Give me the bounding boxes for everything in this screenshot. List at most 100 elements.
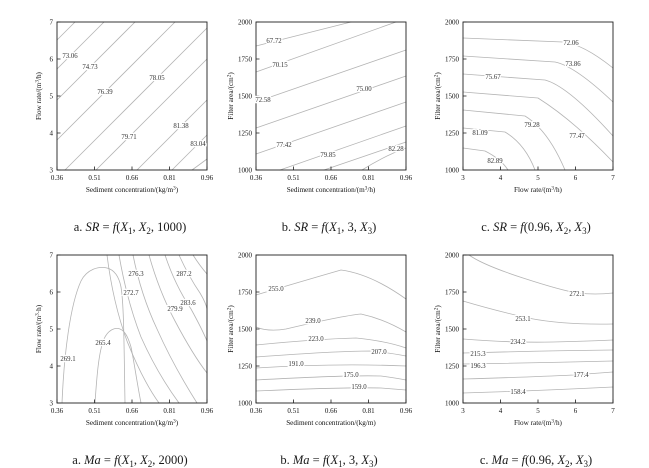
y-axis-label: Filter area/(cm2)	[227, 72, 236, 120]
contour-label: 72.06	[563, 40, 579, 47]
x-tick: 0.36	[250, 174, 263, 182]
caption-sr-b: b. SR = f(X1, 3, X3)	[281, 220, 377, 236]
contour-label: 272.7	[123, 290, 139, 297]
y-axis-label: Flow rate/(m3·h)	[35, 304, 44, 353]
y-tick: 1750	[238, 56, 253, 64]
contour-plot-ma-b: 0.36 0.51 0.66 0.81 0.96 1000 1250 1500 …	[227, 252, 413, 428]
plot-frame	[56, 21, 208, 171]
x-tick: 0.96	[201, 174, 214, 182]
contour-label: 75.00	[356, 86, 372, 93]
y-tick: 7	[50, 252, 54, 260]
contour-label: 74.73	[82, 64, 98, 71]
contour-label: 276.3	[128, 271, 144, 278]
x-tick: 5	[536, 174, 540, 182]
contour-plot-ma-a: 0.36 0.51 0.66 0.81 0.96 3 4 5 6 7 Sedim…	[35, 252, 214, 428]
y-tick: 1000	[445, 167, 460, 175]
y-tick: 2000	[238, 252, 253, 260]
contour-lines	[61, 254, 208, 404]
x-tick: 0.66	[126, 174, 139, 182]
y-tick: 1750	[445, 56, 460, 64]
contour-label: 196.3	[470, 363, 486, 370]
x-axis-label: Sediment concentration/(kg/m3)	[86, 419, 179, 428]
y-tick: 4	[50, 363, 54, 371]
contour-labels: 255.0 239.0 223.0 207.0 191.0 175.0 159.…	[267, 285, 388, 393]
x-tick: 0.81	[362, 407, 375, 415]
contour-label: 269.1	[60, 356, 75, 363]
contour-lines	[462, 254, 614, 394]
y-axis-label: Filter area/(cm2)	[434, 72, 443, 120]
y-tick: 4	[50, 130, 54, 138]
contour-label: 234.2	[510, 339, 526, 346]
contour-labels: 272.1 253.1 234.2 215.3 196.3 177.4 158.…	[469, 290, 590, 398]
contour-label: 77.42	[276, 142, 292, 149]
x-axis-label: Flow rate/(m3/h)	[514, 419, 563, 428]
y-tick: 2000	[238, 19, 253, 27]
contour-label: 67.72	[266, 38, 282, 45]
caption-ma-b: b. Ma = f(X1, 3, X3)	[280, 453, 378, 468]
contour-label: 83.04	[190, 141, 206, 148]
x-tick: 4	[499, 407, 503, 415]
contour-label: 79.85	[320, 152, 336, 159]
x-tick: 0.96	[400, 407, 413, 415]
y-tick: 3	[50, 167, 54, 175]
x-tick: 0.81	[163, 407, 176, 415]
caption-sr-a: a. SR = f(X1, X2, 1000)	[73, 220, 187, 236]
caption-sr-c: c. SR = f(0.96, X2, X3)	[481, 220, 591, 236]
y-tick: 1500	[445, 326, 460, 334]
x-tick: 0.36	[51, 174, 64, 182]
y-tick: 2000	[445, 252, 460, 260]
axis-ticks	[56, 254, 208, 404]
contour-label: 75.67	[485, 74, 501, 81]
contour-label: 81.38	[173, 123, 189, 130]
contour-label: 287.2	[176, 271, 192, 278]
y-tick: 7	[50, 19, 54, 27]
x-tick: 3	[461, 407, 465, 415]
contour-plot-sr-b: 0.36 0.51 0.66 0.81 0.96 1000 1250 1500 …	[227, 19, 413, 195]
contour-label: 79.71	[121, 134, 136, 141]
contour-label: 255.0	[268, 286, 284, 293]
contour-labels: 73.06 74.73 76.39 78.05 79.71 81.38 83.0…	[61, 52, 207, 150]
y-tick: 5	[50, 93, 54, 101]
contour-label: 175.0	[343, 372, 359, 379]
x-tick: 3	[461, 174, 465, 182]
contour-label: 159.0	[351, 384, 367, 391]
plot-frame	[255, 254, 407, 404]
x-tick: 0.66	[325, 407, 338, 415]
x-tick: 6	[574, 174, 578, 182]
panel-sr-b: 0.36 0.51 0.66 0.81 0.96 1000 1250 1500 …	[206, 10, 422, 237]
y-tick: 1250	[238, 130, 253, 138]
panel-ma-b: 0.36 0.51 0.66 0.81 0.96 1000 1250 1500 …	[206, 243, 422, 468]
contour-lines	[255, 21, 407, 171]
axis-ticks	[255, 254, 407, 404]
x-tick: 0.81	[163, 174, 176, 182]
contour-label: 158.4	[510, 389, 526, 396]
contour-label: 239.0	[305, 318, 321, 325]
panel-ma-a: 0.36 0.51 0.66 0.81 0.96 3 4 5 6 7 Sedim…	[7, 243, 223, 468]
contour-label: 73.86	[565, 61, 581, 68]
y-tick: 1250	[445, 363, 460, 371]
x-tick: 7	[611, 407, 615, 415]
panel-ma-c: 3 4 5 6 7 1000 1250 1500 1750 2000 Flow …	[413, 243, 629, 468]
plot-frame	[462, 21, 614, 171]
contour-label: 79.28	[524, 122, 540, 129]
y-tick: 6	[50, 289, 54, 297]
contour-label: 81.09	[472, 130, 488, 137]
contour-label: 207.0	[371, 349, 387, 356]
contour-label: 78.05	[149, 75, 165, 82]
x-tick: 0.96	[400, 174, 413, 182]
contour-label: 72.58	[255, 97, 271, 104]
y-tick: 1250	[238, 363, 253, 371]
contour-plot-ma-c: 3 4 5 6 7 1000 1250 1500 1750 2000 Flow …	[434, 252, 616, 428]
y-tick: 1250	[445, 130, 460, 138]
y-tick: 1500	[238, 93, 253, 101]
x-axis-label: Sediment concentration/(m3/h)	[287, 186, 376, 195]
contour-labels: 72.06 73.86 75.67 77.47 79.28 81.09 82.8…	[471, 39, 586, 167]
axis-ticks	[462, 254, 614, 404]
contour-label: 82.28	[388, 146, 404, 153]
x-tick: 5	[536, 407, 540, 415]
panel-sr-c: 3 4 5 6 7 1000 1250 1500 1750 2000 Flow …	[413, 10, 629, 237]
contour-label: 177.4	[573, 372, 589, 379]
contour-label: 191.0	[288, 361, 304, 368]
contour-labels: 269.1 265.4 272.7 276.3 279.9 283.6 287.…	[59, 270, 197, 365]
